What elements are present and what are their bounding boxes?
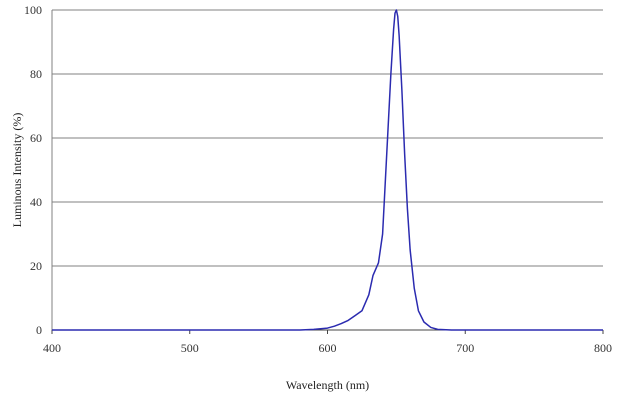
y-tick-label: 100 — [24, 3, 42, 17]
x-tick-label: 800 — [594, 341, 612, 355]
series-line-0 — [52, 9, 603, 331]
y-tick-label: 0 — [36, 323, 42, 337]
y-tick-label: 80 — [30, 67, 42, 81]
axes — [51, 10, 604, 334]
tick-labels: 0 20 40 60 80 100 400 500 600 700 800 — [24, 3, 612, 355]
x-axis-label: Wavelength (nm) — [286, 378, 369, 392]
y-tick-label: 20 — [30, 259, 42, 273]
y-axis-label: Luminous Intensity (%) — [10, 113, 24, 228]
x-tick-label: 400 — [43, 341, 61, 355]
y-tick-label: 60 — [30, 131, 42, 145]
x-tick-label: 600 — [319, 341, 337, 355]
y-tick-label: 40 — [30, 195, 42, 209]
grid-lines — [52, 9, 603, 331]
x-tick-label: 700 — [456, 341, 474, 355]
x-tick-label: 500 — [181, 341, 199, 355]
series-layer — [52, 9, 603, 331]
